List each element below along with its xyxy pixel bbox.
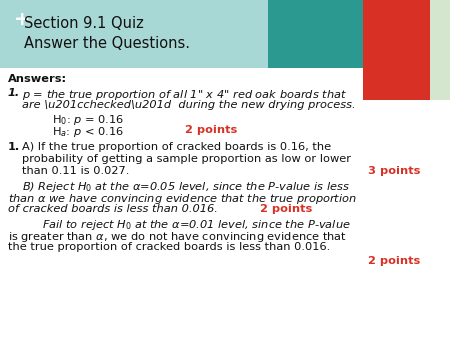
Text: +: + <box>14 10 31 29</box>
Text: Fail to reject $H_0$ at the $\alpha$=0.01 level, since the P-value: Fail to reject $H_0$ at the $\alpha$=0.0… <box>42 218 351 232</box>
Text: 1.: 1. <box>8 142 20 152</box>
Text: Answer the Questions.: Answer the Questions. <box>24 36 190 51</box>
Text: 1.: 1. <box>8 88 20 98</box>
Text: than 0.11 is 0.027.: than 0.11 is 0.027. <box>22 166 130 176</box>
Text: Answers:: Answers: <box>8 74 67 84</box>
Text: A) If the true proportion of cracked boards is 0.16, the: A) If the true proportion of cracked boa… <box>22 142 331 152</box>
FancyBboxPatch shape <box>363 0 450 100</box>
Text: Section 9.1 Quiz: Section 9.1 Quiz <box>24 16 144 31</box>
Text: 2 points: 2 points <box>368 74 420 84</box>
Text: H$_0$: $p$ = 0.16: H$_0$: $p$ = 0.16 <box>52 113 124 127</box>
Text: 2 points: 2 points <box>260 204 312 214</box>
Text: 2 points: 2 points <box>185 125 237 135</box>
Text: the true proportion of cracked boards is less than 0.016.: the true proportion of cracked boards is… <box>8 242 330 252</box>
Text: probability of getting a sample proportion as low or lower: probability of getting a sample proporti… <box>22 154 351 164</box>
Text: 2 points: 2 points <box>368 256 420 266</box>
Text: $p$ = the true proportion of all 1" x 4" red oak boards that: $p$ = the true proportion of all 1" x 4"… <box>22 88 347 102</box>
FancyBboxPatch shape <box>430 0 450 100</box>
Text: 3 points: 3 points <box>368 166 420 176</box>
Text: than $\alpha$ we have convincing evidence that the true proportion: than $\alpha$ we have convincing evidenc… <box>8 192 357 206</box>
Text: is greater than $\alpha$, we do not have convincing evidence that: is greater than $\alpha$, we do not have… <box>8 230 347 244</box>
FancyBboxPatch shape <box>0 0 268 68</box>
Text: of cracked boards is less than 0.016.: of cracked boards is less than 0.016. <box>8 204 218 214</box>
Text: B) Reject $H_0$ at the $\alpha$=0.05 level, since the P-value is less: B) Reject $H_0$ at the $\alpha$=0.05 lev… <box>22 180 350 194</box>
Text: H$_a$: $p$ < 0.16: H$_a$: $p$ < 0.16 <box>52 125 124 139</box>
Text: are \u201cchecked\u201d  during the new drying process.: are \u201cchecked\u201d during the new d… <box>22 100 356 110</box>
FancyBboxPatch shape <box>268 0 363 68</box>
